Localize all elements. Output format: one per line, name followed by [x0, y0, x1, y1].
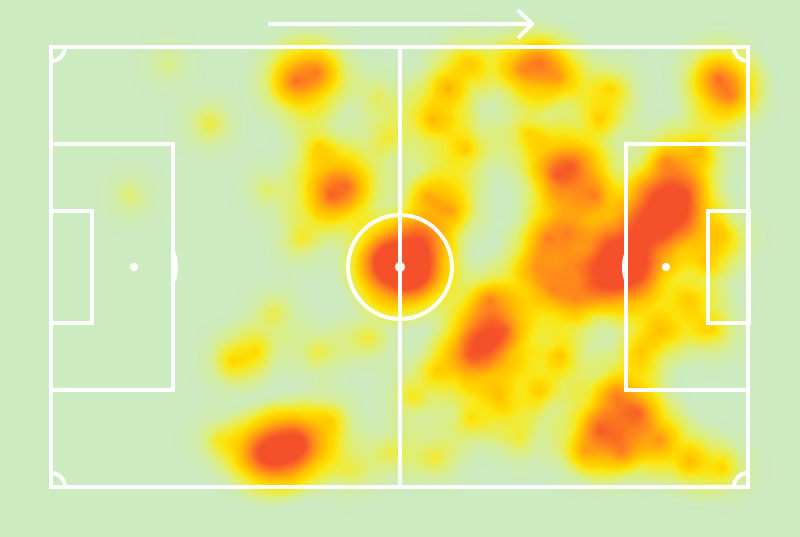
arrow-head [516, 8, 535, 40]
